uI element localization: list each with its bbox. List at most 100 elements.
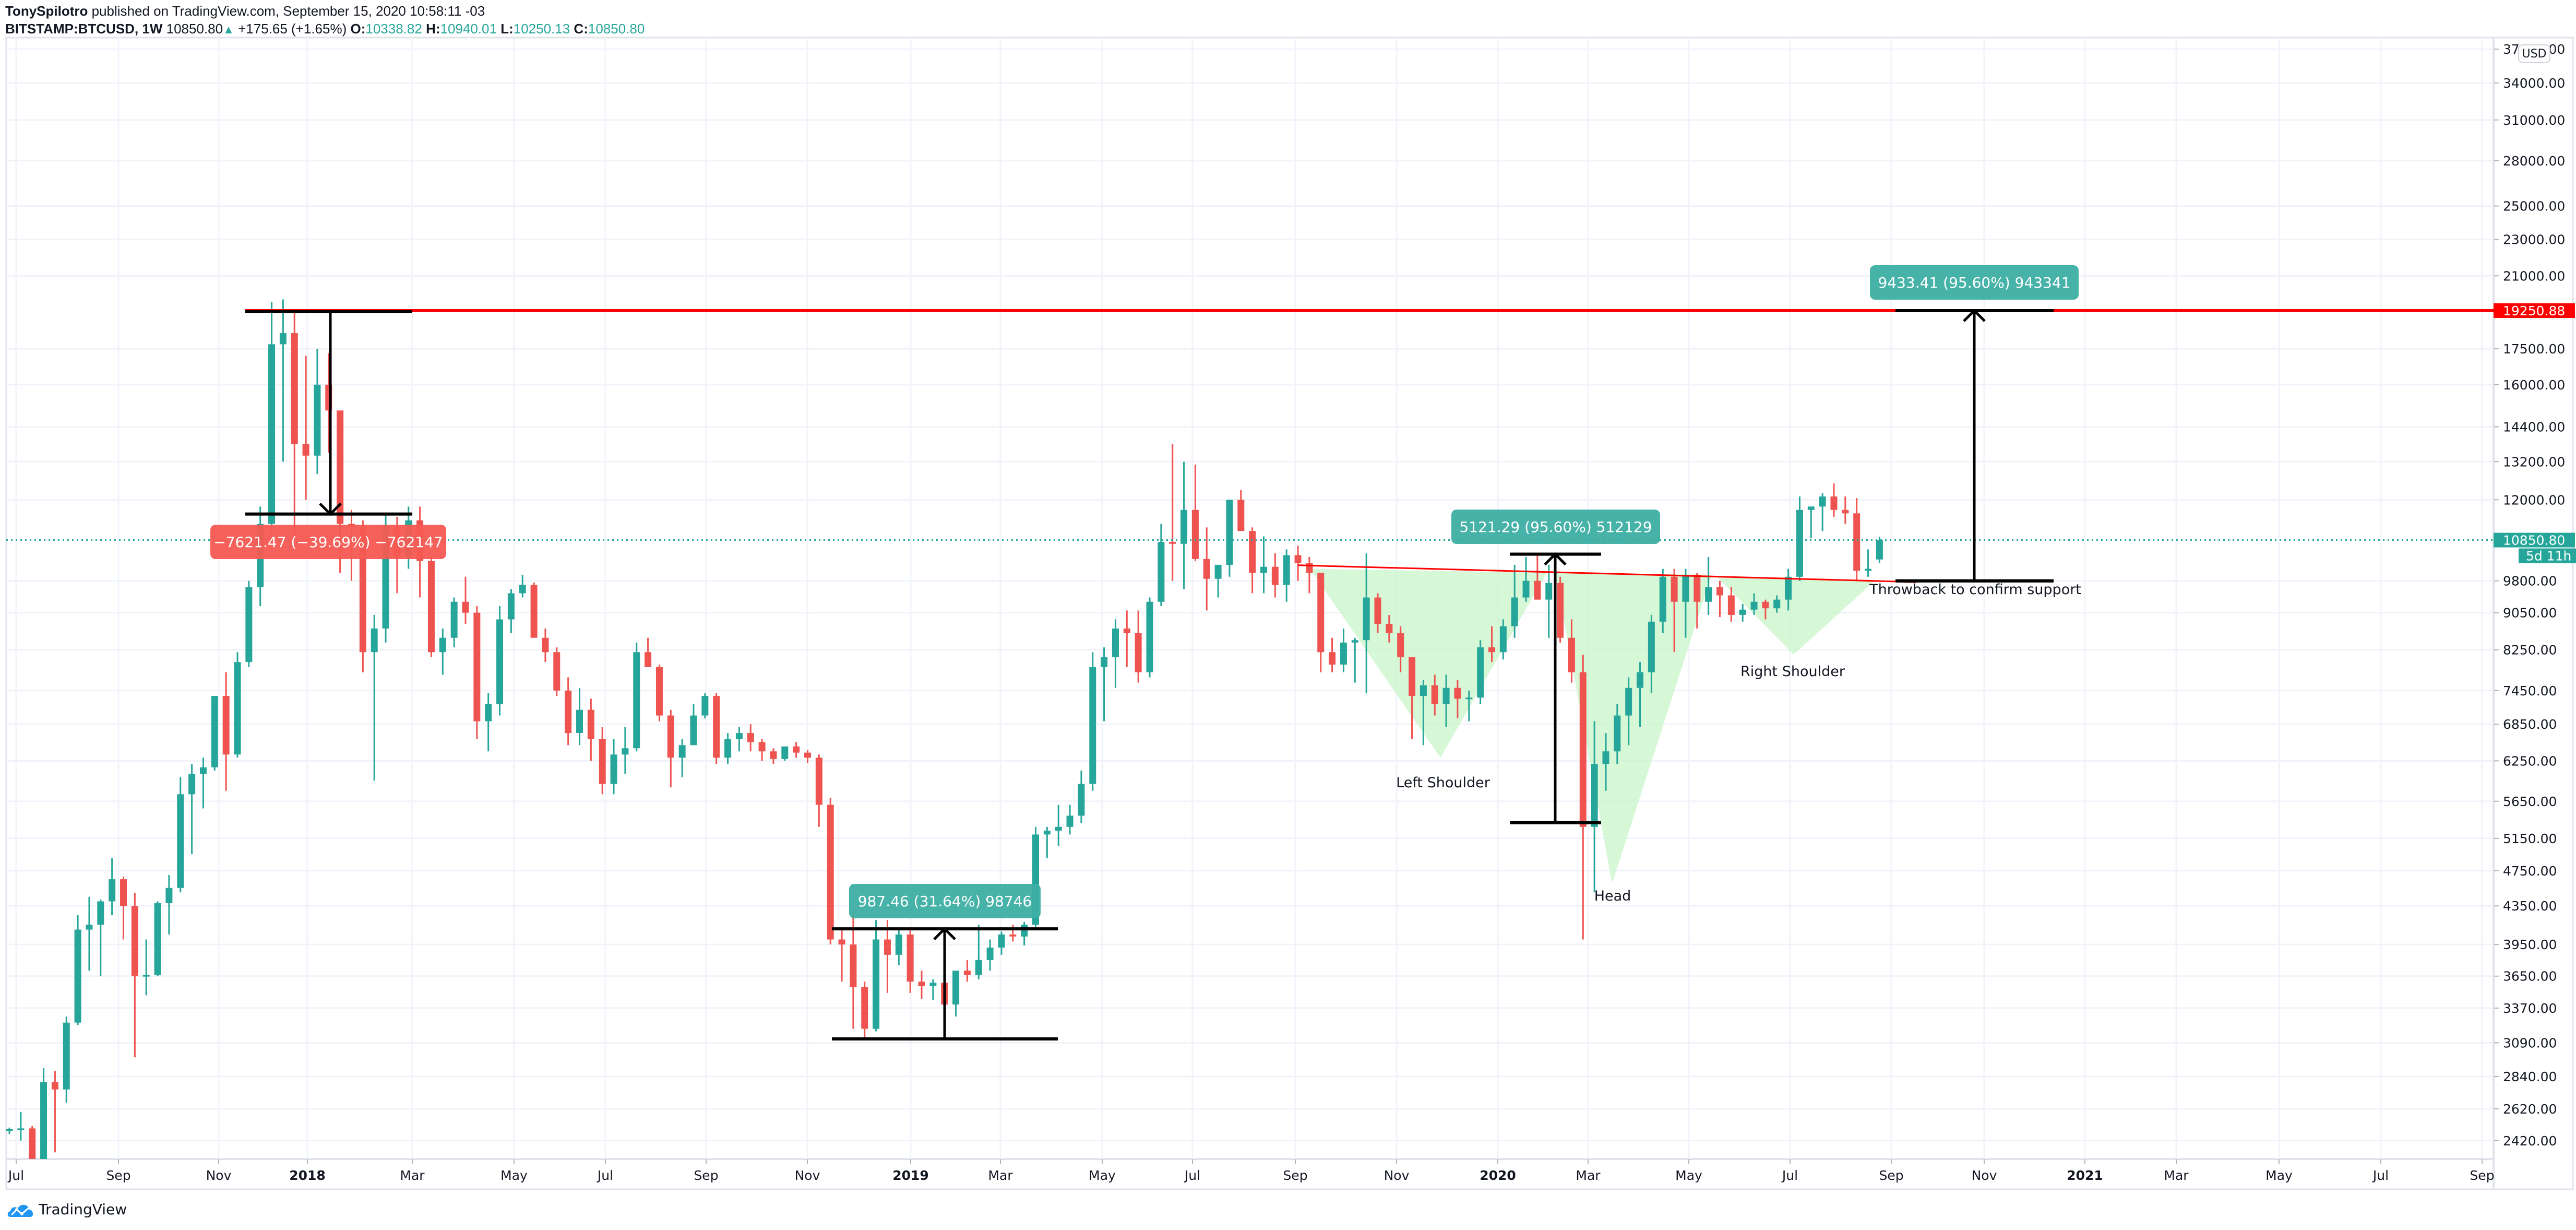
candle[interactable]	[1819, 493, 1826, 531]
candle[interactable]	[1773, 595, 1781, 613]
candle[interactable]	[610, 739, 617, 795]
candle[interactable]	[1842, 496, 1849, 524]
candle[interactable]	[1386, 614, 1393, 643]
candle[interactable]	[530, 582, 538, 638]
head-depth-measure[interactable]: 5121.29 (95.60%) 512129	[1451, 510, 1660, 824]
candle[interactable]	[1180, 462, 1188, 589]
candle[interactable]	[793, 742, 800, 758]
candle[interactable]	[918, 971, 925, 999]
candle[interactable]	[1671, 569, 1678, 653]
candle[interactable]	[1465, 690, 1473, 722]
2019-base-measure[interactable]: 987.46 (31.64%) 98746	[832, 884, 1058, 1041]
candle[interactable]	[63, 1016, 70, 1103]
candle[interactable]	[804, 750, 811, 763]
candle[interactable]	[1785, 569, 1792, 611]
candle[interactable]	[1363, 553, 1370, 693]
candle[interactable]	[279, 299, 287, 462]
candle[interactable]	[17, 1111, 25, 1141]
candle[interactable]	[97, 899, 104, 976]
candle[interactable]	[1043, 826, 1051, 858]
candle[interactable]	[268, 302, 276, 535]
candle[interactable]	[1591, 721, 1598, 893]
candle[interactable]	[1659, 569, 1666, 633]
candle[interactable]	[86, 896, 93, 971]
candle[interactable]	[1637, 662, 1644, 727]
candle[interactable]	[51, 1071, 58, 1153]
candle[interactable]	[1226, 500, 1233, 577]
candle[interactable]	[1214, 564, 1222, 598]
candle[interactable]	[1089, 652, 1096, 791]
candle[interactable]	[29, 1126, 36, 1182]
candle[interactable]	[735, 727, 743, 752]
candle[interactable]	[1146, 597, 1153, 678]
candle[interactable]	[314, 349, 321, 474]
candle[interactable]	[74, 915, 81, 1025]
candle[interactable]	[1101, 647, 1108, 722]
candle[interactable]	[655, 664, 663, 722]
candle[interactable]	[963, 960, 971, 982]
candle[interactable]	[450, 597, 458, 647]
candle[interactable]	[690, 704, 697, 746]
candle[interactable]	[678, 739, 686, 777]
candle[interactable]	[781, 746, 789, 761]
candle[interactable]	[1374, 593, 1381, 633]
candle[interactable]	[815, 754, 822, 827]
candle[interactable]	[507, 589, 515, 633]
candle[interactable]	[1716, 581, 1723, 618]
candle[interactable]	[553, 647, 560, 696]
candle[interactable]	[758, 739, 766, 761]
candle[interactable]	[587, 699, 594, 761]
candle[interactable]	[1135, 610, 1142, 683]
candle[interactable]	[1739, 604, 1746, 622]
candle[interactable]	[1682, 569, 1689, 638]
candle[interactable]	[462, 576, 469, 624]
candle[interactable]	[1066, 805, 1074, 835]
candle[interactable]	[1796, 496, 1803, 581]
candle[interactable]	[838, 929, 845, 982]
candle[interactable]	[177, 777, 184, 893]
candle[interactable]	[120, 877, 127, 940]
candle[interactable]	[519, 574, 526, 598]
author-name[interactable]: TonySpilotro	[5, 3, 88, 19]
candle[interactable]	[1853, 498, 1861, 581]
candle[interactable]	[1477, 640, 1484, 704]
candle[interactable]	[222, 672, 230, 791]
candle[interactable]	[576, 688, 583, 746]
2018-drop-measure[interactable]: −7621.47 (−39.69%) −762147	[210, 310, 446, 559]
candle[interactable]	[1865, 549, 1872, 577]
candle[interactable]	[165, 874, 173, 935]
currency-badge[interactable]	[2518, 44, 2550, 63]
candle[interactable]	[131, 893, 138, 1058]
candle[interactable]	[1694, 573, 1701, 629]
candle[interactable]	[861, 981, 868, 1038]
candle[interactable]	[1169, 444, 1176, 581]
candle[interactable]	[1294, 546, 1302, 581]
candle[interactable]	[986, 939, 994, 971]
candle[interactable]	[1237, 490, 1245, 531]
candle[interactable]	[895, 929, 902, 966]
candle[interactable]	[667, 709, 674, 788]
candle[interactable]	[622, 727, 629, 774]
candle[interactable]	[1614, 704, 1621, 764]
candle[interactable]	[929, 979, 937, 1000]
candle[interactable]	[302, 356, 309, 500]
tradingview-logo[interactable]: TradingView	[6, 1201, 127, 1218]
candle[interactable]	[747, 724, 754, 752]
candle[interactable]	[234, 652, 241, 758]
candle[interactable]	[496, 606, 504, 716]
candle[interactable]	[1545, 564, 1553, 638]
candle[interactable]	[473, 606, 481, 739]
candle[interactable]	[873, 920, 880, 1032]
candle[interactable]	[1329, 637, 1336, 672]
candle[interactable]	[1705, 557, 1712, 615]
candle[interactable]	[770, 748, 777, 764]
candle[interactable]	[1431, 675, 1438, 716]
candle[interactable]	[485, 693, 492, 752]
plot-area[interactable]: −7621.47 (−39.69%) −762147 987.46 (31.64%…	[6, 38, 2494, 1182]
candle[interactable]	[1112, 619, 1119, 688]
candle[interactable]	[1727, 587, 1735, 622]
candle[interactable]	[1648, 614, 1655, 693]
candle[interactable]	[6, 1127, 13, 1134]
candle[interactable]	[1557, 576, 1564, 643]
candle[interactable]	[211, 696, 218, 771]
